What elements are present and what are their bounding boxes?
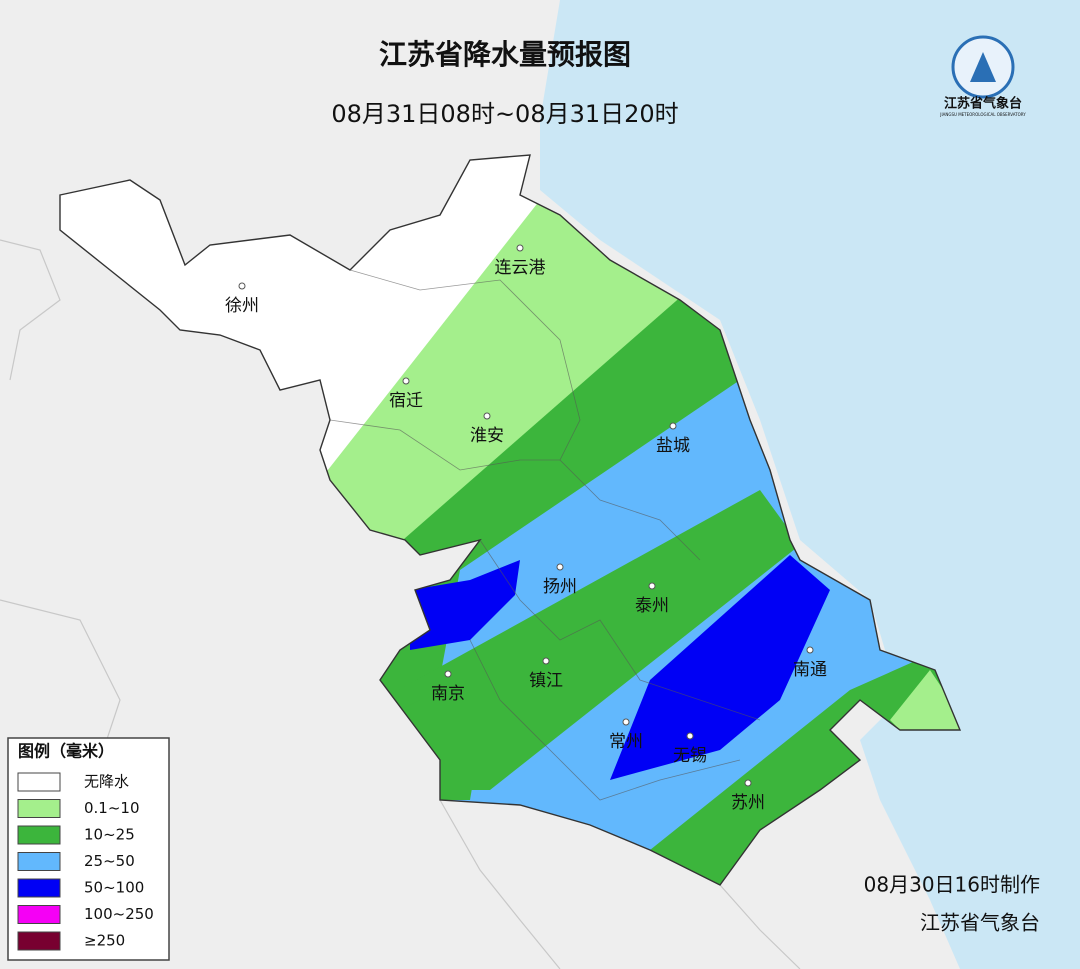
legend-swatch [17, 931, 61, 951]
legend-title: 图例（毫米） [18, 742, 114, 761]
neighbor-boundaries [0, 239, 801, 969]
city-dot [402, 377, 410, 385]
logo: 江苏省气象台 JIANGSU METEOROLOGICAL OBSERVATOR… [939, 35, 1026, 117]
city-label: 南通 [793, 660, 827, 680]
legend-swatch [17, 878, 61, 898]
city-dot [686, 732, 694, 740]
city-dot [444, 670, 452, 678]
legend-swatch [17, 852, 61, 871]
legend-items: 无降水 0.1~10 10~25 25~50 50~100 100~250 ≥250 [17, 772, 154, 951]
footer-made: 08月30日16时制作 [864, 873, 1040, 897]
city-dot [622, 718, 630, 726]
legend-label: 10~25 [84, 826, 135, 844]
city-dot [483, 412, 491, 420]
city-label: 徐州 [225, 296, 259, 316]
legend-label: 100~250 [84, 905, 154, 923]
city-label: 淮安 [470, 426, 504, 446]
city-dot [238, 282, 246, 290]
legend-swatch [17, 905, 61, 924]
logo-name: 江苏省气象台 [944, 96, 1022, 112]
footer-issuer: 江苏省气象台 [920, 911, 1040, 935]
city-dot [744, 779, 752, 787]
legend-label: ≥250 [84, 932, 125, 950]
legend-label: 25~50 [84, 852, 135, 870]
city-label: 无锡 [673, 746, 707, 766]
legend-swatch [17, 825, 61, 845]
city-label: 宿迁 [389, 391, 423, 411]
legend-swatch [17, 799, 61, 818]
city-label: 盐城 [656, 436, 690, 456]
city-label: 常州 [609, 732, 643, 752]
logo-subtitle: JIANGSU METEOROLOGICAL OBSERVATORY [939, 112, 1026, 117]
legend-swatch [17, 772, 61, 792]
legend-label: 无降水 [84, 773, 129, 791]
city-dot [556, 563, 564, 571]
legend-label: 50~100 [84, 879, 144, 897]
city-label: 苏州 [731, 793, 765, 813]
map-subtitle: 08月31日08时~08月31日20时 [331, 100, 678, 128]
logo-mark [970, 52, 996, 82]
city-boundaries [329, 269, 761, 801]
city-label: 扬州 [543, 577, 577, 597]
legend-label: 0.1~10 [84, 799, 140, 817]
city-dot [542, 657, 550, 665]
city-label: 泰州 [635, 596, 669, 616]
city-label: 南京 [431, 684, 465, 704]
legend-box [7, 737, 170, 961]
city-labels: 连云港徐州宿迁淮安盐城扬州泰州南通南京 镇江常州无锡苏州 [225, 244, 827, 813]
city-label: 连云港 [495, 258, 546, 278]
city-dot [648, 582, 656, 590]
map-title: 江苏省降水量预报图 [379, 38, 631, 71]
city-dot [806, 646, 814, 654]
city-dot [669, 422, 677, 430]
city-label: 镇江 [529, 671, 563, 691]
city-dot [516, 244, 524, 252]
legend: 图例（毫米） 无降水 0.1~10 10~25 25~50 50~100 100~250 ≥… [7, 737, 170, 961]
